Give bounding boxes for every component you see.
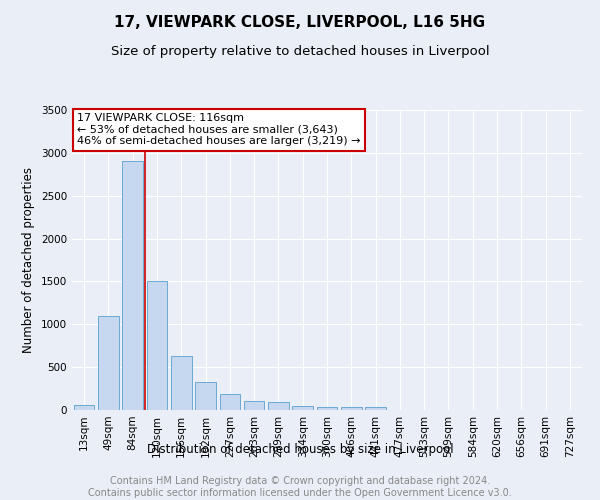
- Text: 17, VIEWPARK CLOSE, LIVERPOOL, L16 5HG: 17, VIEWPARK CLOSE, LIVERPOOL, L16 5HG: [115, 15, 485, 30]
- Text: 17 VIEWPARK CLOSE: 116sqm
← 53% of detached houses are smaller (3,643)
46% of se: 17 VIEWPARK CLOSE: 116sqm ← 53% of detac…: [77, 113, 361, 146]
- Bar: [171, 356, 191, 410]
- Bar: [195, 382, 216, 410]
- Bar: [268, 402, 289, 410]
- Bar: [98, 316, 119, 410]
- Bar: [122, 162, 143, 410]
- Bar: [74, 406, 94, 410]
- Text: Size of property relative to detached houses in Liverpool: Size of property relative to detached ho…: [110, 45, 490, 58]
- Bar: [220, 394, 240, 410]
- Bar: [244, 401, 265, 410]
- Bar: [292, 406, 313, 410]
- Bar: [365, 406, 386, 410]
- Text: Distribution of detached houses by size in Liverpool: Distribution of detached houses by size …: [146, 442, 454, 456]
- Bar: [317, 407, 337, 410]
- Bar: [341, 407, 362, 410]
- Text: Contains HM Land Registry data © Crown copyright and database right 2024.
Contai: Contains HM Land Registry data © Crown c…: [88, 476, 512, 498]
- Y-axis label: Number of detached properties: Number of detached properties: [22, 167, 35, 353]
- Bar: [146, 282, 167, 410]
